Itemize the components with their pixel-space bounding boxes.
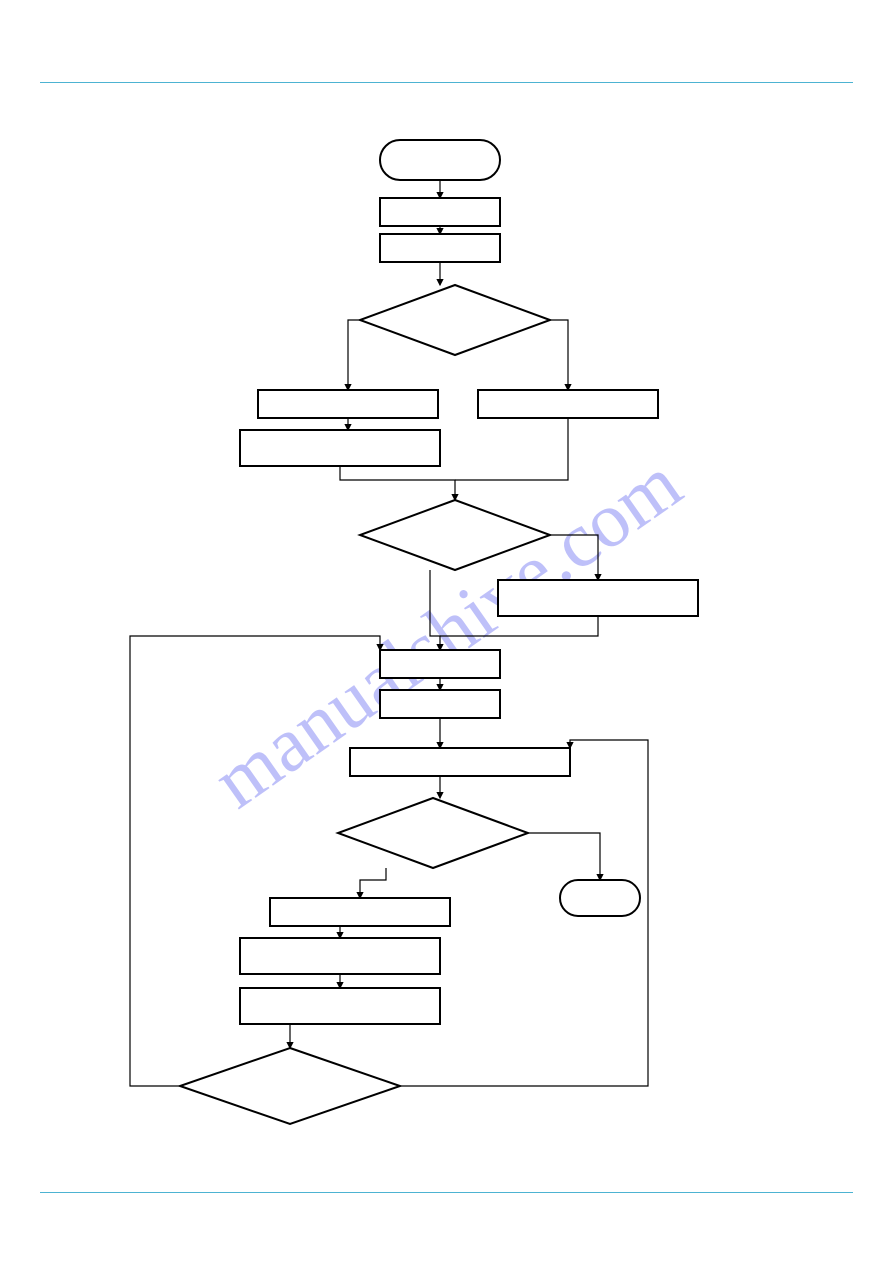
node-p7 xyxy=(380,650,500,678)
node-d3 xyxy=(338,798,528,868)
node-d4 xyxy=(180,1048,400,1124)
edge-d3-end xyxy=(528,833,600,880)
edge-p6-loop1 xyxy=(440,616,598,636)
edge-d2-p7 xyxy=(430,570,440,650)
node-p4 xyxy=(478,390,658,418)
node-p12 xyxy=(240,988,440,1024)
edge-d1-p3 xyxy=(348,320,360,390)
node-p8 xyxy=(380,690,500,718)
node-d2 xyxy=(360,500,550,570)
node-start xyxy=(380,140,500,180)
node-end xyxy=(560,880,640,916)
flowchart-svg xyxy=(0,0,893,1263)
edge-d3-p10 xyxy=(360,868,386,898)
edge-d2-p6 xyxy=(550,535,598,580)
node-p5 xyxy=(240,430,440,466)
node-p6 xyxy=(498,580,698,616)
node-p11 xyxy=(240,938,440,974)
node-p3 xyxy=(258,390,438,418)
edge-p5-d2 xyxy=(340,466,455,500)
node-p10 xyxy=(270,898,450,926)
node-d1 xyxy=(360,285,550,355)
edge-d1-p4 xyxy=(550,320,568,390)
edge-p4-merge1 xyxy=(455,418,568,480)
node-p2 xyxy=(380,234,500,262)
page: manualshive.com xyxy=(0,0,893,1263)
node-p9 xyxy=(350,748,570,776)
node-p1 xyxy=(380,198,500,226)
